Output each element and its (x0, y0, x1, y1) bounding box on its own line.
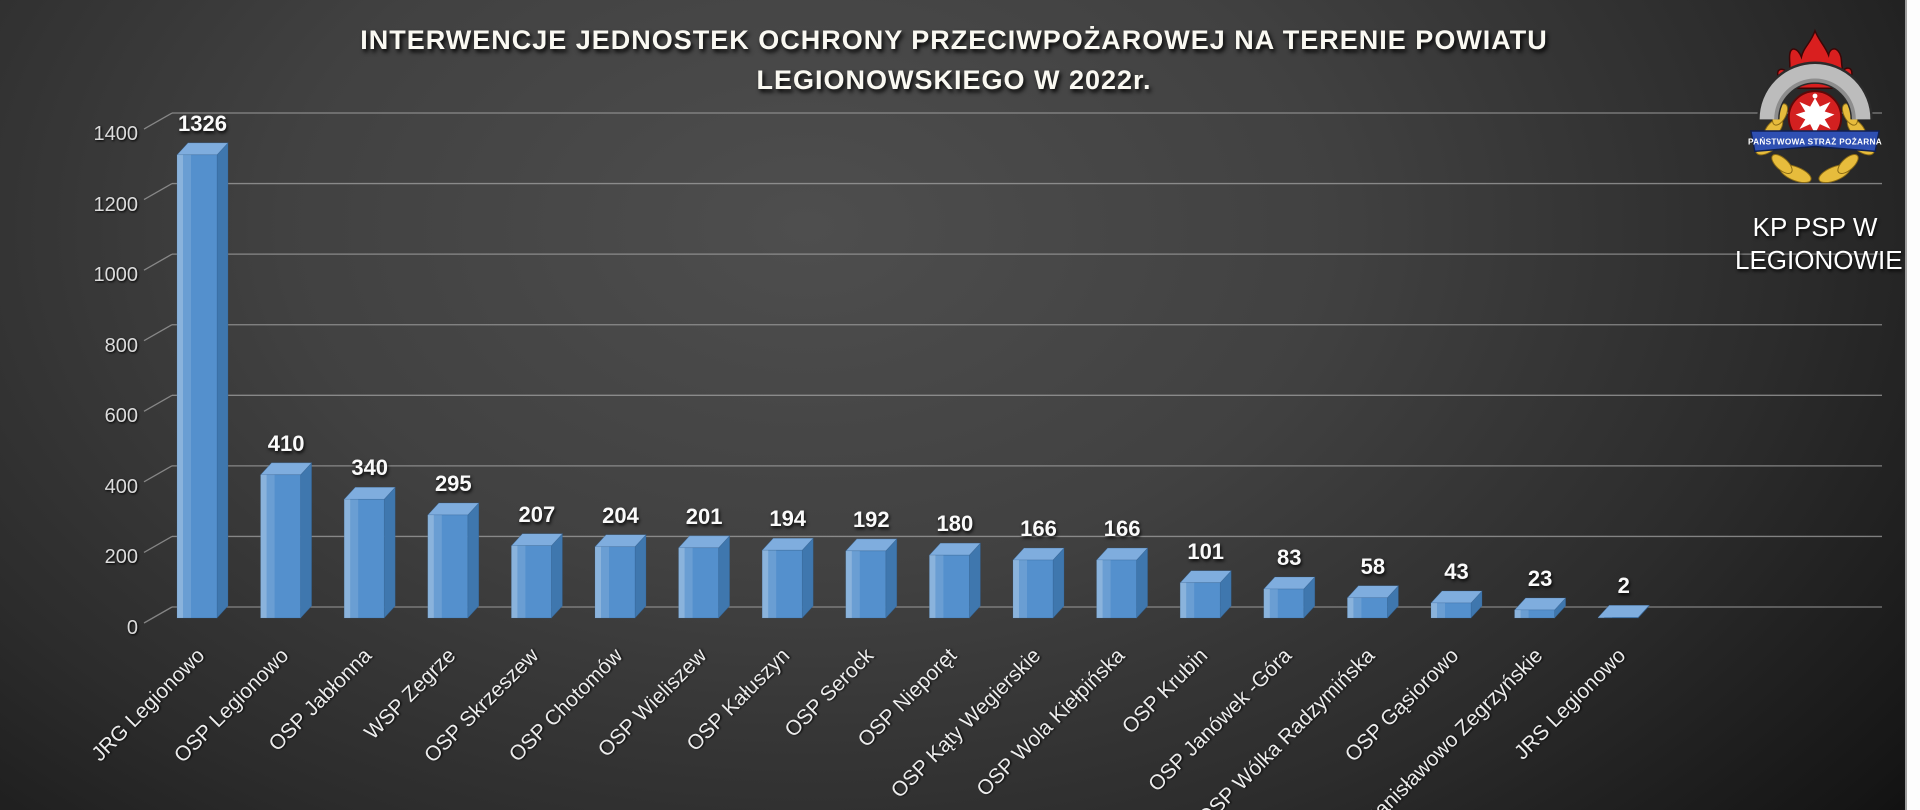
bar-highlight (1514, 609, 1529, 618)
bar-side-face (300, 462, 312, 619)
axis-tick-connector (143, 465, 173, 483)
axis-tick-connector (143, 253, 173, 271)
bar-highlight (1096, 560, 1103, 618)
bar-highlight (1180, 582, 1195, 618)
bar-highlight (1013, 560, 1019, 618)
axis-tick-connector (143, 183, 173, 201)
bar (1514, 609, 1555, 619)
chart-title: INTERWENCJE JEDNOSTEK OCHRONY PRZECIWPOŻ… (0, 20, 1908, 100)
bar-highlight (678, 547, 685, 618)
bar-side-face (551, 532, 563, 619)
bar-side-face (885, 538, 898, 619)
bar-highlight (1598, 617, 1613, 618)
bar-highlight (1013, 560, 1027, 618)
bar-highlight (177, 154, 191, 619)
axis-tick-connector (143, 535, 173, 553)
bar-highlight (1347, 597, 1362, 618)
bar-side-face (634, 533, 647, 619)
bar-highlight (1431, 602, 1445, 618)
bar (343, 498, 385, 619)
bar-highlight (1347, 597, 1354, 618)
axis-tick-connector (143, 606, 173, 624)
axis-tick-connector (143, 324, 173, 342)
bar (176, 154, 218, 619)
bar-highlight (1514, 609, 1521, 618)
bar (1597, 617, 1639, 619)
bar-side-face (467, 502, 480, 619)
bar-highlight (762, 550, 769, 618)
bar-side-face (216, 142, 229, 619)
bar-highlight (260, 474, 267, 618)
chart-title-line2: LEGIONOWSKIEGO W 2022r. (756, 65, 1152, 95)
bar-highlight (595, 546, 601, 618)
bar-side-face (383, 486, 396, 619)
bar-highlight (511, 545, 518, 618)
bar-highlight (762, 550, 777, 618)
bar (678, 547, 719, 619)
bar-highlight (427, 514, 442, 618)
axis-tick-connector (143, 112, 173, 130)
bar-highlight (344, 499, 359, 618)
bar-highlight (1263, 589, 1278, 618)
bar-highlight (595, 546, 609, 618)
chart-title-line1: INTERWENCJE JEDNOSTEK OCHRONY PRZECIWPOŻ… (360, 25, 1548, 55)
bar-highlight (1096, 560, 1111, 618)
bar-highlight (1598, 617, 1605, 618)
bar-highlight (1180, 582, 1187, 618)
bar-highlight (929, 555, 936, 618)
bar-highlight (511, 545, 526, 618)
bar (594, 546, 636, 619)
logo-caption: KP PSP W LEGIONOWIE (1735, 211, 1903, 277)
bar (427, 514, 469, 619)
eagle-icon (1795, 97, 1835, 134)
bar (1096, 559, 1137, 619)
logo-caption-line2: LEGIONOWIE (1735, 245, 1903, 275)
logo-caption-line1: KP PSP W (1752, 212, 1878, 242)
bar-side-face (718, 535, 730, 619)
bar-highlight (678, 547, 693, 618)
bar-highlight (845, 550, 860, 618)
bar (761, 549, 803, 619)
bar-highlight (260, 474, 275, 618)
bar-highlight (845, 550, 852, 618)
bar (1263, 588, 1305, 619)
logo-box: PAŃSTWOWA STRAŻ POŻARNA KP PSP W LEGIONO… (1735, 28, 1903, 277)
axis-tick-connector (143, 394, 173, 412)
bar-side-face (969, 542, 981, 619)
bar-highlight (427, 514, 434, 618)
bar-highlight (1263, 589, 1270, 618)
emblem-banner-text: PAŃSTWOWA STRAŻ POŻARNA (1748, 137, 1882, 147)
bar (511, 545, 552, 619)
bar-side-face (801, 537, 814, 619)
bar-highlight (1431, 602, 1437, 618)
bar (260, 474, 301, 619)
bar (845, 550, 887, 619)
bar (929, 554, 970, 619)
bar (1012, 559, 1054, 619)
bar-highlight (929, 555, 944, 618)
bar (1179, 582, 1221, 619)
bar-highlight (344, 499, 351, 618)
psp-emblem-icon: PAŃSTWOWA STRAŻ POŻARNA (1748, 28, 1882, 184)
right-white-strip (1905, 0, 1920, 810)
bar-highlight (177, 154, 183, 619)
bar (1347, 597, 1388, 619)
bar (1430, 602, 1472, 619)
